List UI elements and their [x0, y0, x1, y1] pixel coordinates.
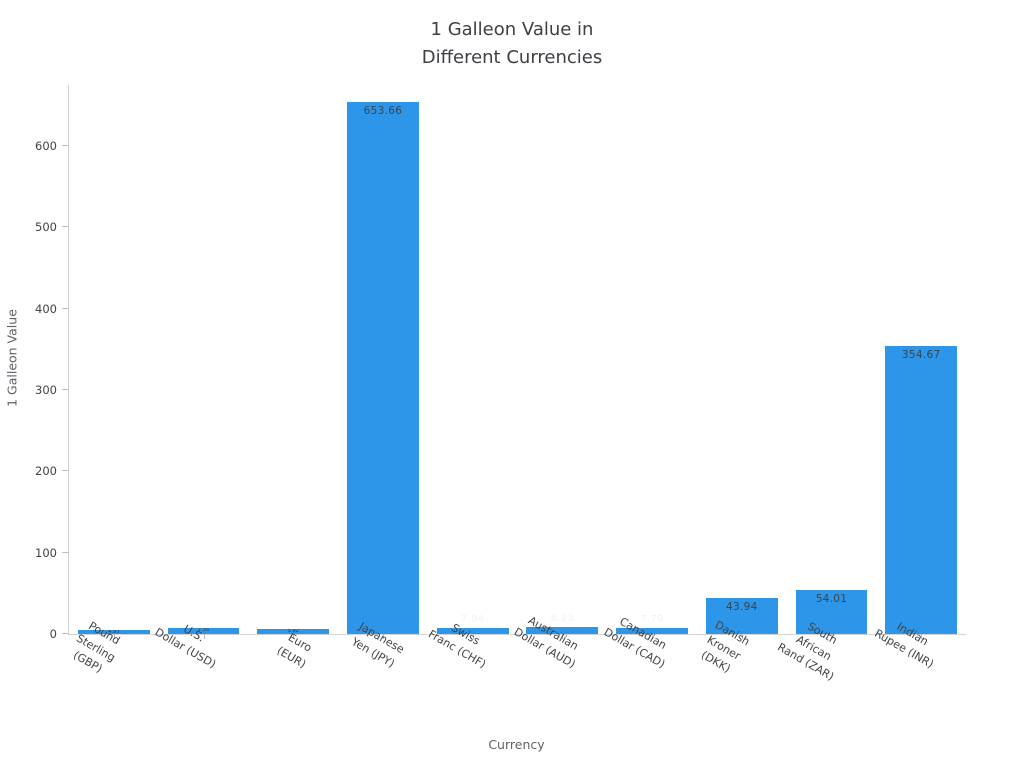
x-tick	[203, 634, 205, 639]
bar: 354.67	[885, 345, 958, 634]
bar-slot: 4.93 Pound Sterling (GBP)	[69, 85, 159, 675]
y-tick	[62, 145, 69, 146]
bar-slot: 5.92 Euro (EUR)	[248, 85, 338, 670]
x-tick	[562, 634, 564, 639]
bars: 4.93 Pound Sterling (GBP) 7.35 U.S. Dollar …	[69, 85, 966, 683]
bar	[616, 627, 688, 634]
bar: 43.94	[705, 598, 778, 634]
x-axis-title: Currency	[488, 737, 545, 752]
y-tick-label: 400	[35, 301, 57, 316]
x-tick	[382, 634, 384, 639]
x-tick	[652, 634, 654, 639]
y-tick-label: 500	[35, 220, 57, 235]
y-tick-label: 600	[35, 139, 57, 153]
bar-value-label: 5.92	[287, 629, 299, 634]
y-tick-label: 0	[49, 627, 57, 641]
bar-value-label: 7.79	[640, 613, 664, 625]
y-tick	[62, 470, 69, 472]
bar	[526, 627, 599, 634]
x-tick	[472, 634, 474, 639]
x-tick	[831, 634, 833, 639]
x-tick	[741, 634, 743, 639]
y-tick	[62, 226, 69, 228]
bar: 4.93	[77, 630, 150, 634]
y-axis-title: 1 Galleon Value	[4, 309, 20, 407]
bar-value-label: 43.94	[725, 601, 758, 614]
bar-slot: 8.23 Australian Dollar (AUD)	[512, 85, 608, 670]
y-tick	[62, 551, 69, 553]
bar-value-label: 8.23	[550, 613, 575, 625]
bar-slot: 7.79 Canadian Dollar (CAD)	[602, 85, 697, 670]
y-tick-label: 300	[35, 383, 57, 397]
bar-value-label: 7.94	[460, 613, 485, 625]
plot-area: 0 100 200 300 400 500 600 4.93 Pound Sterling (…	[35, 85, 966, 683]
y-tick	[62, 307, 69, 309]
bar: 5.92	[257, 629, 330, 634]
bar-slot: 354.67 Indian Rupee (INR)	[873, 85, 966, 670]
y-tick-label: 100	[35, 545, 57, 560]
x-tick	[921, 634, 923, 639]
y-tick	[62, 389, 69, 390]
y-tick	[62, 633, 69, 634]
bar-slot: 7.94 Swiss Franc (CHF)	[426, 85, 518, 670]
x-tick-label: Euro (EUR)	[274, 630, 315, 671]
bar: 7.35	[167, 628, 240, 634]
x-tick	[293, 634, 295, 639]
y-tick-label: 200	[35, 464, 57, 479]
bar-slot: 7.35 U.S. Dollar (USD)	[153, 85, 249, 670]
bar	[436, 627, 509, 634]
chart-title: 1 Galleon Value in Different Currencies	[421, 19, 603, 68]
x-tick	[113, 634, 115, 639]
bar: 54.01	[795, 590, 868, 634]
bar-value-label: 7.35	[197, 628, 210, 634]
x-tick-label: U.S. Dollar (USD)	[153, 622, 219, 671]
bar-slot: 653.66 Japanese Yen (JPY)	[338, 85, 428, 670]
bar-value-label: 4.93	[108, 630, 120, 634]
bar-value-label: 354.67	[901, 348, 941, 361]
bar-value-label: 653.66	[363, 105, 403, 118]
bar: 653.66	[347, 102, 419, 634]
bar-value-label: 54.01	[815, 593, 848, 606]
bar-slot: 43.94 Danish Kroner (DKK)	[697, 85, 787, 675]
x-tick-label: Pound Sterling (GBP)	[70, 619, 123, 676]
bar-slot: 54.01 South African Rand (ZAR)	[775, 85, 877, 683]
